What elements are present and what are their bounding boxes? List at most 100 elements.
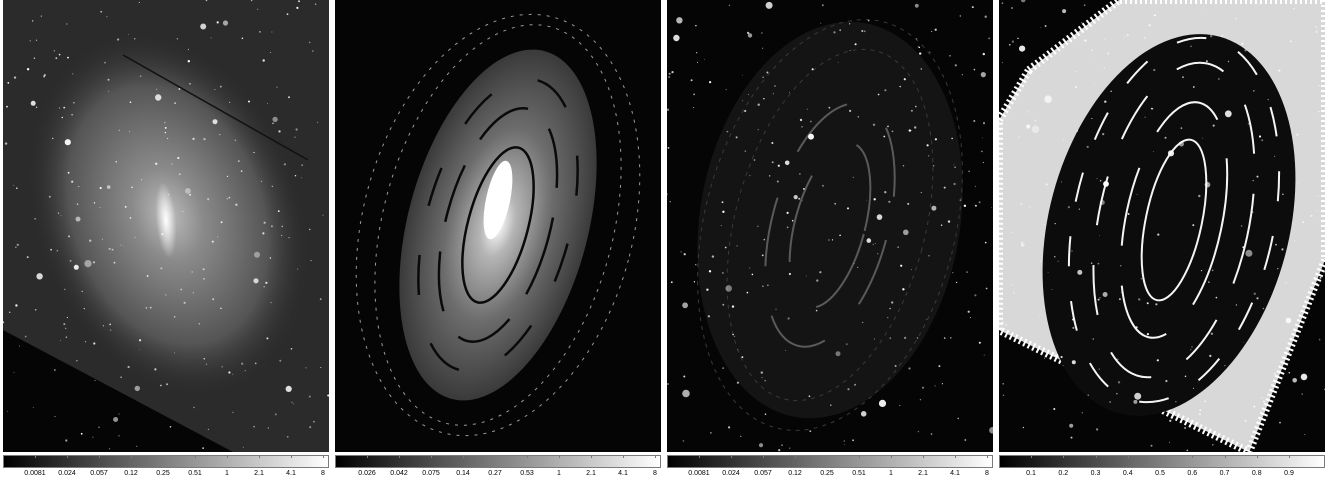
- star-point: [720, 225, 722, 226]
- colorbar-tick-label: 0.0081: [688, 470, 710, 477]
- star-point: [18, 345, 21, 347]
- star-point: [809, 430, 812, 433]
- star-point: [737, 349, 739, 351]
- star-point: [676, 17, 683, 24]
- star-point: [953, 164, 955, 166]
- star-point: [1256, 297, 1259, 300]
- star-point: [92, 261, 96, 264]
- star-point: [156, 88, 158, 90]
- star-point: [910, 269, 912, 271]
- star-point: [149, 306, 152, 309]
- star-point: [735, 136, 738, 139]
- star-point: [211, 240, 214, 243]
- star-point: [1096, 178, 1098, 180]
- star-point: [1028, 109, 1029, 111]
- star-point: [222, 20, 229, 26]
- star-point: [849, 23, 851, 25]
- star-point: [1001, 62, 1003, 64]
- star-point: [811, 68, 814, 71]
- star-point: [300, 177, 302, 179]
- star-point: [884, 191, 887, 194]
- star-point: [262, 232, 265, 235]
- star-point: [1191, 346, 1193, 348]
- star-point: [777, 164, 780, 167]
- star-point: [189, 193, 191, 196]
- star-point: [1212, 124, 1215, 127]
- star-point: [1186, 449, 1189, 452]
- star-point: [908, 367, 911, 370]
- star-point: [1044, 25, 1047, 27]
- star-point: [100, 10, 103, 13]
- star-point: [844, 444, 846, 446]
- star-point: [1150, 444, 1153, 447]
- star-point: [164, 131, 167, 134]
- star-point: [1218, 78, 1220, 80]
- star-point: [290, 348, 293, 350]
- star-point: [1062, 9, 1067, 14]
- star-point: [835, 351, 841, 357]
- star-point: [139, 75, 142, 77]
- star-point: [695, 25, 697, 27]
- star-point: [136, 445, 138, 447]
- star-point: [891, 301, 894, 304]
- star-point: [93, 202, 96, 204]
- star-point: [124, 205, 127, 208]
- star-point: [1209, 354, 1212, 358]
- star-point: [988, 37, 990, 40]
- colorbar-tick-mark: [323, 455, 324, 458]
- star-point: [1190, 349, 1192, 351]
- star-point: [1140, 278, 1142, 280]
- star-point: [889, 307, 891, 310]
- star-point: [131, 186, 133, 189]
- star-point: [4, 142, 8, 145]
- star-point: [35, 39, 38, 41]
- star-point: [146, 275, 149, 277]
- colorbar-tick-label: 0.51: [188, 470, 202, 477]
- star-point: [13, 371, 15, 373]
- star-point: [83, 308, 85, 310]
- star-point: [1067, 206, 1070, 209]
- star-point: [1235, 17, 1237, 20]
- star-point: [900, 264, 903, 267]
- star-point: [26, 256, 29, 259]
- observed-image-panel: 0.0081 0.024 0.057 0.12 0.25 0.51 1 2.1 4.1 8: [3, 0, 329, 487]
- star-point: [192, 137, 195, 140]
- star-point: [690, 79, 693, 82]
- star-point: [253, 151, 255, 154]
- colorbar-tick-mark: [859, 455, 860, 458]
- star-point: [693, 107, 695, 108]
- star-point: [1292, 378, 1297, 383]
- star-point: [29, 40, 31, 42]
- star-point: [1136, 194, 1138, 195]
- star-point: [1153, 14, 1156, 17]
- star-point: [1099, 234, 1100, 236]
- star-point: [761, 254, 764, 257]
- star-point: [1104, 38, 1106, 40]
- star-point: [270, 51, 271, 53]
- star-point: [1277, 268, 1279, 270]
- star-point: [1119, 1, 1121, 3]
- star-point: [1224, 110, 1232, 118]
- star-point: [161, 233, 164, 236]
- colorbar-tick-label: 0.7: [1219, 470, 1230, 477]
- star-point: [309, 426, 312, 429]
- star-point: [1072, 326, 1075, 329]
- star-point: [308, 41, 311, 44]
- star-point: [185, 188, 191, 194]
- star-point: [115, 161, 117, 163]
- star-point: [1026, 111, 1028, 113]
- colorbar-tick-mark: [795, 455, 796, 458]
- star-point: [1294, 240, 1296, 242]
- star-point: [294, 175, 297, 177]
- star-point: [139, 339, 142, 342]
- star-point: [235, 203, 238, 206]
- star-point: [3, 321, 5, 324]
- colorbar-tick-mark: [259, 455, 260, 458]
- star-point: [1020, 243, 1025, 247]
- star-point: [982, 161, 984, 164]
- colorbar-tick-label: 0.12: [788, 470, 802, 477]
- star-point: [58, 53, 61, 56]
- star-point: [313, 420, 315, 423]
- star-point: [695, 264, 697, 266]
- star-point: [989, 427, 993, 434]
